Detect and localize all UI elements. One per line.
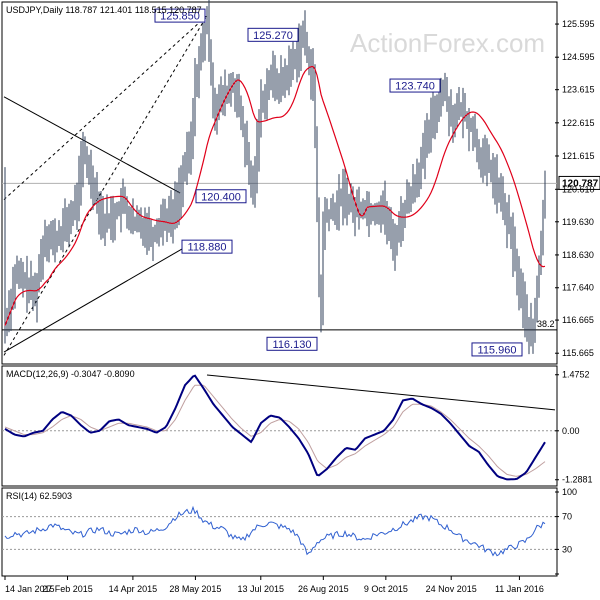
price-annotation-box	[266, 336, 318, 351]
price-layer: 38.2 125.850 125.270 123.740 120.400 118.880 1…	[2, 0, 600, 357]
axis-layer: 125.595 124.595 123.615 122.615 121.615 120.6…	[4, 19, 595, 594]
price-y-tick-label: 124.595	[562, 52, 595, 62]
macd-signal-line	[4, 384, 546, 477]
price-y-tick-label: 121.615	[562, 151, 595, 161]
trendline-support	[3, 246, 187, 353]
macd-y-tick-label: 0.00	[562, 426, 580, 436]
price-annotation-label: 123.740	[395, 81, 435, 93]
x-tick-label: 13 Jul 2015	[238, 584, 285, 594]
rsi-y-tick-label: 30	[562, 544, 572, 554]
price-annotation-label: 116.130	[273, 339, 312, 351]
rsi-line	[4, 505, 546, 557]
rsi-panel-frame	[1, 487, 558, 577]
price-y-tick-label: 115.665	[562, 348, 594, 358]
macd-line	[4, 374, 546, 481]
x-tick-label: 9 Oct 2015	[364, 584, 408, 594]
x-tick-label: 27 Feb 2015	[42, 584, 93, 594]
last-price-box	[558, 175, 600, 190]
rsi-panel-title: RSI(14) 62.5903	[6, 491, 72, 501]
price-annotation-box	[154, 8, 206, 23]
price-annotation-box	[389, 78, 441, 93]
rsi-y-tick-label: 70	[562, 512, 572, 522]
price-y-tick-label: 119.630	[562, 217, 594, 227]
x-tick-label: 26 Aug 2015	[298, 584, 349, 594]
price-annotation-label: 115.960	[478, 344, 517, 356]
rsi-y-tick-label: 100	[562, 487, 577, 497]
price-y-tick-label: 118.630	[562, 250, 594, 260]
price-annotation-label: 125.270	[253, 30, 293, 42]
price-y-tick-label: 125.595	[562, 19, 595, 29]
trendline-channel-upper	[3, 15, 208, 200]
x-tick-label: 14 Jan 2015	[5, 584, 55, 594]
macd-panel-title: MACD(12,26,9) -0.3047 -0.8090	[6, 369, 135, 379]
macd-y-tick-label: 1.4752	[562, 370, 590, 380]
x-tick-label: 14 Apr 2015	[109, 584, 158, 594]
rsi-layer	[2, 505, 557, 557]
price-annotation-box	[181, 239, 233, 254]
price-y-tick-label: 122.615	[562, 118, 595, 128]
macd-panel-frame	[1, 365, 558, 487]
price-annotation-label: 120.400	[201, 191, 241, 203]
price-annotation-label: 125.850	[160, 11, 200, 23]
price-y-tick-label: 120.610	[562, 184, 595, 194]
fib-level-label: 38.2	[537, 319, 555, 329]
macd-trendline	[206, 374, 556, 411]
x-tick-label: 28 May 2015	[169, 584, 221, 594]
price-panel-title: USDJPY,Daily 118.787 121.401 118.515 120…	[6, 5, 202, 15]
x-tick-label: 24 Nov 2015	[426, 584, 477, 594]
x-tick-label: 11 Jan 2016	[495, 584, 544, 594]
price-annotation-box	[195, 189, 247, 204]
price-annotation-box	[471, 342, 523, 357]
moving-average-line	[4, 65, 546, 326]
price-annotation-label: 118.880	[188, 242, 227, 254]
macd-layer	[2, 374, 557, 481]
trendline-descending	[3, 96, 181, 194]
last-price-label: 120.787	[562, 178, 599, 189]
macd-y-tick-label: -1.2881	[562, 475, 593, 485]
price-y-tick-label: 116.665	[562, 315, 594, 325]
price-y-tick-label: 123.615	[562, 85, 595, 95]
watermark: ActionForex.com	[350, 28, 545, 58]
price-annotation-box	[247, 27, 299, 42]
price-y-tick-label: 117.640	[562, 283, 594, 293]
